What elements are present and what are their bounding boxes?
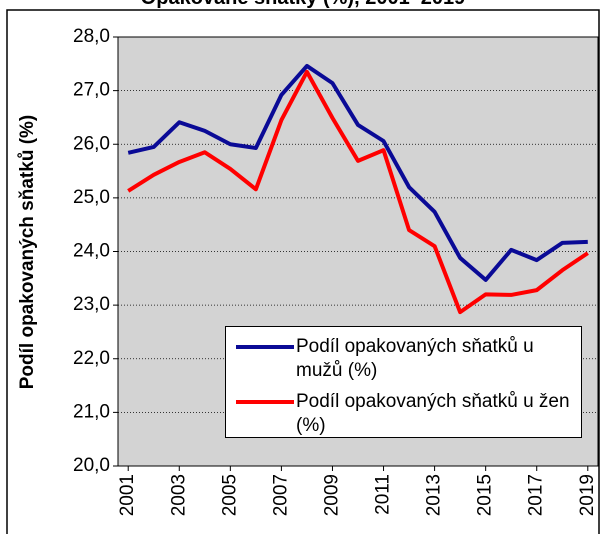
x-tick-label: 2015 [475, 474, 496, 516]
y-tick-label: 25,0 [73, 187, 110, 208]
x-tick-label: 2019 [577, 474, 598, 516]
legend: Podíl opakovaných sňatků u mužů (%) Podíl… [225, 326, 582, 438]
x-tick-label: 2009 [321, 474, 342, 516]
y-tick-label: 26,0 [73, 133, 110, 154]
y-tick-label: 24,0 [73, 241, 110, 262]
series-line [127, 69, 589, 315]
y-axis-label: Podíl opakovaných sňatků (%) [17, 115, 38, 390]
x-tick-label: 2017 [526, 474, 547, 516]
y-tick-label: 20,0 [73, 455, 110, 476]
legend-swatch [236, 345, 294, 349]
y-tick-label: 21,0 [73, 401, 110, 422]
y-tick-label: 22,0 [73, 348, 110, 369]
x-tick-label: 2001 [117, 474, 138, 516]
x-tick-label: 2003 [168, 474, 189, 516]
y-tick-label: 27,0 [73, 80, 110, 101]
chart-title: Opakované sňatky (%), 2001–2019 [141, 0, 466, 9]
x-tick-label: 2013 [424, 474, 445, 516]
x-tick-label: 2007 [270, 474, 291, 516]
legend-swatch [236, 400, 294, 404]
legend-label: Podíl opakovaných sňatků u žen (%) [296, 391, 570, 436]
x-tick-label: 2005 [219, 474, 240, 516]
legend-label: Podíl opakovaných sňatků u mužů (%) [296, 336, 534, 381]
y-tick-label: 28,0 [73, 26, 110, 47]
series-line [127, 63, 588, 282]
x-tick-label: 2011 [373, 474, 394, 515]
y-tick-label: 23,0 [73, 294, 110, 315]
